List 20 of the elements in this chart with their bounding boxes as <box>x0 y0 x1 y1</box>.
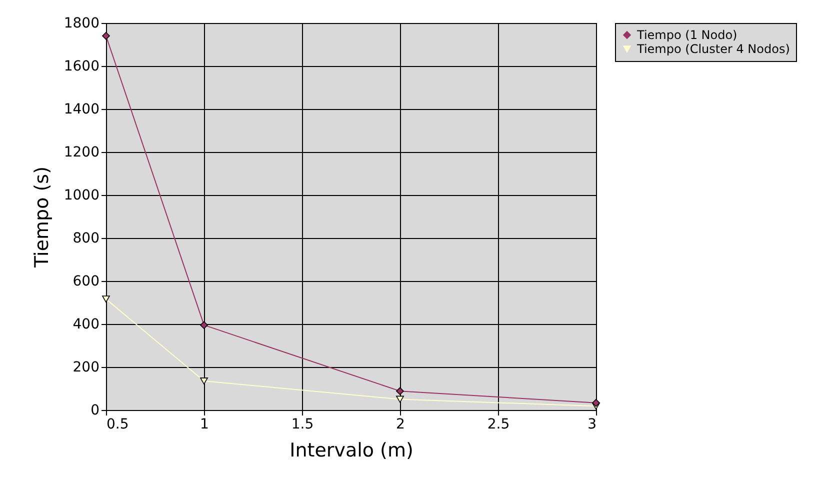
y-tick-label: 400 <box>72 316 100 332</box>
x-tick-label: 0.5 <box>106 416 129 432</box>
x-tick-label: 1 <box>200 416 209 432</box>
y-tick-label: 1800 <box>64 16 100 32</box>
y-tick-label: 200 <box>72 360 100 376</box>
y-tick-label: 1400 <box>64 102 100 118</box>
x-tick-label: 1.5 <box>291 416 314 432</box>
y-axis-title: Tiempo (s) <box>30 166 53 268</box>
y-tick-label: 1000 <box>64 188 100 204</box>
y-tick-label: 800 <box>72 230 100 246</box>
y-tick-label: 600 <box>72 274 100 290</box>
x-tick-label: 2 <box>396 416 405 432</box>
x-tick-label: 3 <box>588 416 596 432</box>
x-tick-label: 2.5 <box>487 416 510 432</box>
legend-label: Tiempo (1 Nodo) <box>636 28 738 42</box>
legend-label: Tiempo (Cluster 4 Nodos) <box>636 42 790 56</box>
y-tick-label: 1600 <box>64 58 100 74</box>
y-tick-label: 1200 <box>64 144 100 160</box>
y-tick-label: 0 <box>90 402 100 418</box>
x-axis-title: Intervalo (m) <box>290 440 414 462</box>
